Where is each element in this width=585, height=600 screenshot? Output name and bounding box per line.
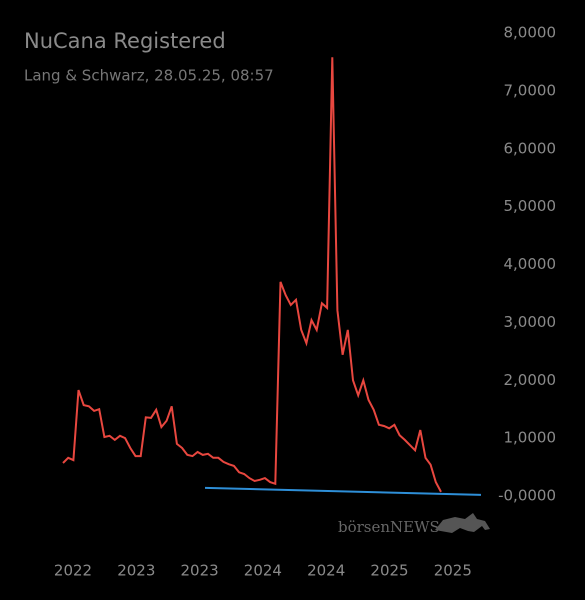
x-tick-label: 2023 xyxy=(181,562,219,580)
y-tick-label: 8,0000 xyxy=(504,24,557,42)
x-tick-label: 2023 xyxy=(117,562,155,580)
y-tick-label: 1,0000 xyxy=(504,429,557,447)
x-tick-label: 2025 xyxy=(434,562,472,580)
watermark: börsenNEWS xyxy=(338,518,440,536)
y-tick-label: 6,0000 xyxy=(504,139,557,157)
x-tick-label: 2024 xyxy=(244,562,282,580)
y-tick-label: 3,0000 xyxy=(504,313,557,331)
y-tick-label: 4,0000 xyxy=(504,255,557,273)
chart-title: NuCana Registered xyxy=(24,29,226,53)
x-tick-label: 2022 xyxy=(54,562,92,580)
y-tick-label: 2,0000 xyxy=(504,371,557,389)
x-tick-label: 2025 xyxy=(370,562,408,580)
chart-subtitle: Lang & Schwarz, 28.05.25, 08:57 xyxy=(24,67,274,85)
watermark-icon xyxy=(435,513,490,533)
y-tick-label: 7,0000 xyxy=(504,81,557,99)
x-tick-label: 2024 xyxy=(307,562,345,580)
y-tick-label: -0,0000 xyxy=(498,487,556,505)
y-tick-label: 5,0000 xyxy=(504,197,557,215)
price-line xyxy=(62,57,442,493)
trend-line xyxy=(204,486,482,496)
